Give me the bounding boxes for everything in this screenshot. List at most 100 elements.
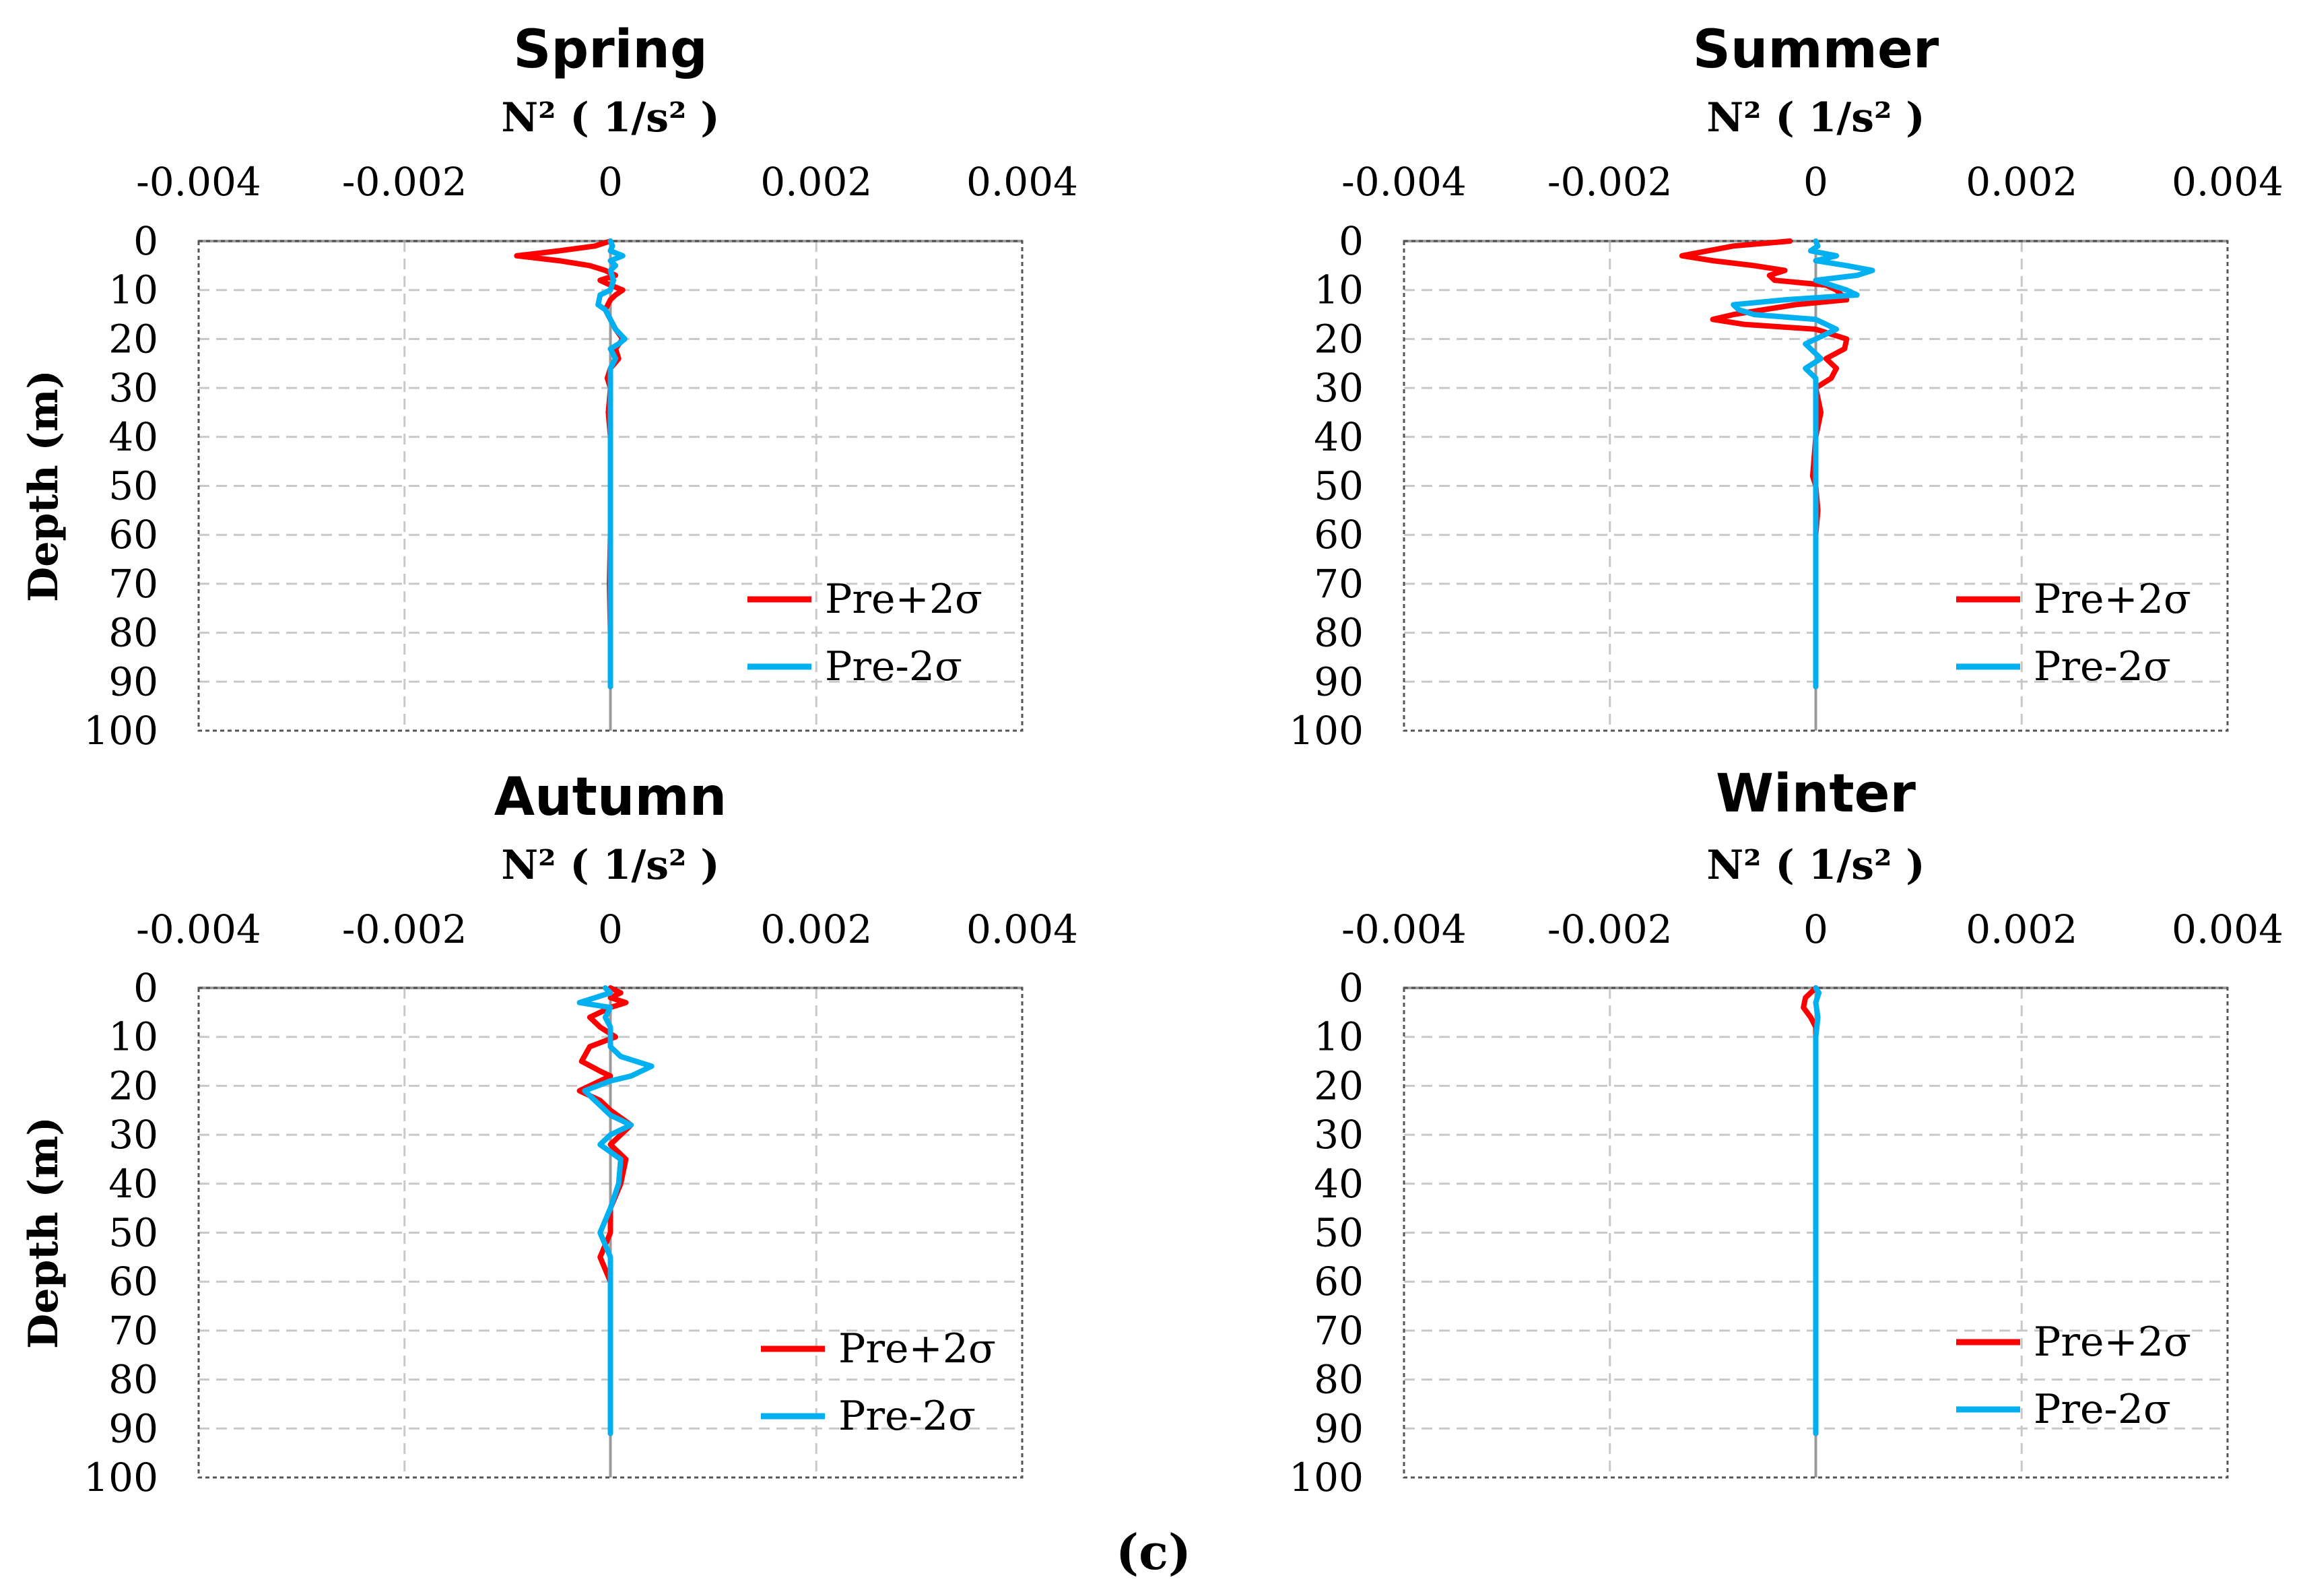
- x-tick-label: -0.004: [1341, 159, 1467, 205]
- legend-label: Pre+2σ: [2034, 1319, 2191, 1366]
- y-tick-label: 30: [108, 365, 158, 411]
- legend-label: Pre+2σ: [825, 576, 982, 623]
- x-axis-label: N² ( 1/s² ): [1706, 94, 1925, 141]
- x-tick-label: -0.004: [136, 159, 261, 205]
- x-axis-label: N² ( 1/s² ): [501, 94, 719, 141]
- y-tick-label: 80: [108, 1357, 158, 1403]
- y-axis-label: Depth (m): [20, 370, 67, 602]
- series-line-pre-plus-2sigma: [1679, 238, 1850, 690]
- legend-label: Pre-2σ: [825, 643, 962, 690]
- y-tick-label: 10: [108, 1014, 158, 1060]
- y-tick-label: 30: [1314, 1112, 1364, 1158]
- series-line-pre-minus-2sigma: [595, 238, 628, 690]
- y-tick-label: 70: [108, 1308, 158, 1354]
- figure-caption: (c): [1116, 1523, 1191, 1581]
- y-tick-label: 100: [83, 1455, 158, 1500]
- y-tick-label: 50: [1314, 1210, 1364, 1256]
- plot-frame: [1403, 987, 2229, 1479]
- legend: Pre+2σ Pre-2σ: [747, 576, 982, 690]
- y-tick-label: 20: [108, 1063, 158, 1108]
- y-tick-label: 10: [1314, 1014, 1364, 1060]
- x-tick-label: -0.004: [1341, 906, 1467, 952]
- series-line-pre-plus-2sigma: [576, 985, 634, 1436]
- legend-label: Pre+2σ: [2034, 576, 2191, 623]
- y-axis-label: Depth (m): [20, 370, 67, 602]
- x-tick-label: 0.002: [1966, 906, 2077, 952]
- y-axis-label: Depth (m): [20, 1117, 67, 1349]
- y-tick-label: 40: [108, 1161, 158, 1207]
- y-tick-label: 10: [108, 267, 158, 313]
- x-tick-label: 0.002: [760, 159, 872, 205]
- y-tick-label: 80: [1314, 1357, 1364, 1403]
- legend-label: Pre-2σ: [838, 1393, 976, 1440]
- x-tick-label: 0: [1803, 906, 1828, 952]
- chart-winter: Winter N² ( 1/s² ) -0.004 -0.002 0 0.002 0.004…: [20, 764, 2283, 1500]
- plot-frame: [197, 987, 1024, 1479]
- y-tick-label: 50: [108, 463, 158, 509]
- x-tick-label: -0.002: [342, 159, 467, 205]
- x-tick-label: 0.002: [760, 906, 872, 952]
- y-tick-label: 30: [1314, 365, 1364, 411]
- chart-spring: Spring N² ( 1/s² ) -0.004 -0.002 0 0.002 0.004…: [20, 20, 1078, 754]
- y-tick-label: 90: [1314, 659, 1364, 704]
- x-tick-label: -0.002: [342, 906, 467, 952]
- chart-autumn: Autumn N² ( 1/s² ) -0.004 -0.002 0 0.002 0.004…: [20, 767, 1078, 1500]
- y-tick-label: 40: [1314, 414, 1364, 460]
- y-tick-label: 0: [133, 218, 158, 264]
- legend-label: Pre-2σ: [2034, 1386, 2171, 1433]
- x-tick-label: 0.004: [2172, 159, 2283, 205]
- legend: Pre+2σ Pre-2σ: [1956, 576, 2191, 690]
- y-tick-label: 0: [1339, 218, 1364, 264]
- chart-summer: Summer N² ( 1/s² ) -0.004 -0.002 0 0.002 0.004…: [20, 20, 2283, 754]
- y-tick-label: 80: [1314, 610, 1364, 656]
- x-tick-label: 0.004: [2172, 906, 2283, 952]
- y-axis-label: Depth (m): [20, 1117, 67, 1349]
- chart-title: Summer: [1693, 20, 1939, 80]
- y-tick-label: 100: [1289, 708, 1364, 754]
- x-tick-label: 0.002: [1966, 159, 2077, 205]
- x-tick-label: -0.004: [136, 906, 261, 952]
- x-tick-label: -0.002: [1547, 906, 1673, 952]
- y-tick-label: 50: [1314, 463, 1364, 509]
- x-axis-label: N² ( 1/s² ): [1706, 842, 1925, 889]
- plot-frame: [197, 240, 1024, 732]
- y-tick-label: 70: [1314, 561, 1364, 607]
- legend-label: Pre-2σ: [2034, 643, 2171, 690]
- legend: Pre+2σ Pre-2σ: [761, 1325, 996, 1440]
- x-axis-label: N² ( 1/s² ): [501, 842, 719, 889]
- chart-title: Winter: [1716, 764, 1916, 824]
- y-tick-label: 90: [108, 659, 158, 704]
- series-line-pre-minus-2sigma: [1731, 238, 1875, 690]
- x-tick-label: 0.004: [966, 906, 1078, 952]
- y-tick-label: 20: [108, 316, 158, 362]
- chart-title: Spring: [513, 20, 708, 80]
- y-tick-label: 20: [1314, 1063, 1364, 1108]
- y-tick-label: 50: [108, 1210, 158, 1256]
- y-tick-label: 60: [1314, 512, 1364, 558]
- y-tick-label: 70: [1314, 1308, 1364, 1354]
- y-tick-label: 0: [133, 965, 158, 1011]
- y-tick-label: 60: [108, 1259, 158, 1304]
- legend-label: Pre+2σ: [838, 1325, 996, 1372]
- y-tick-label: 0: [1339, 965, 1364, 1011]
- y-tick-label: 100: [83, 708, 158, 754]
- series-line-pre-minus-2sigma: [1813, 985, 1822, 1436]
- y-tick-label: 10: [1314, 267, 1364, 313]
- y-tick-label: 40: [108, 414, 158, 460]
- y-tick-label: 40: [1314, 1161, 1364, 1207]
- y-tick-label: 60: [1314, 1259, 1364, 1304]
- x-tick-label: 0.004: [966, 159, 1078, 205]
- y-tick-label: 90: [108, 1405, 158, 1451]
- chart-title: Autumn: [494, 767, 727, 828]
- y-tick-label: 100: [1289, 1455, 1364, 1500]
- y-tick-label: 70: [108, 561, 158, 607]
- legend: Pre+2σ Pre-2σ: [1956, 1319, 2191, 1433]
- y-tick-label: 30: [108, 1112, 158, 1158]
- plot-frame: [1403, 240, 2229, 732]
- y-tick-label: 80: [108, 610, 158, 656]
- y-tick-label: 90: [1314, 1405, 1364, 1451]
- x-tick-label: 0: [1803, 159, 1828, 205]
- y-tick-label: 60: [108, 512, 158, 558]
- series-line-pre-minus-2sigma: [576, 985, 655, 1436]
